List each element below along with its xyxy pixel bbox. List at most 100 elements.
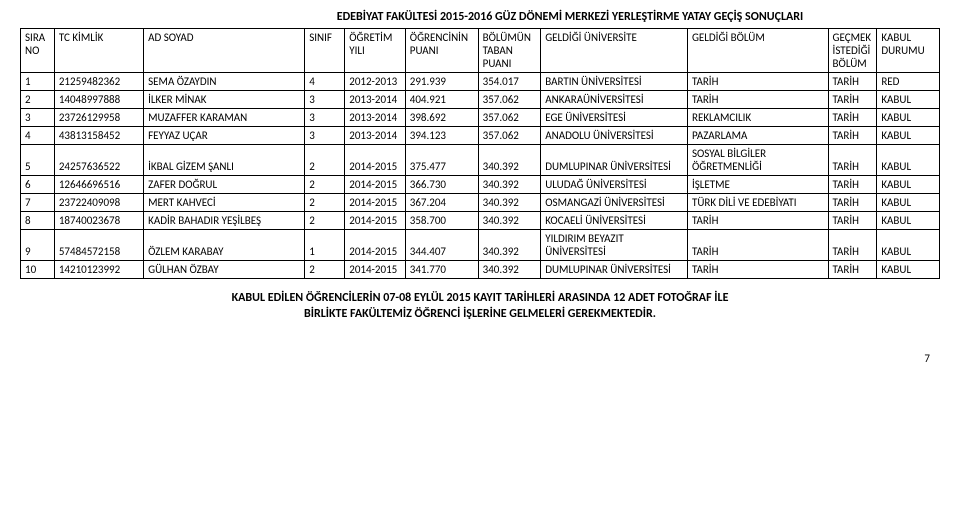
table-row: 214048997888İLKER MİNAK32013-2014404.921… (21, 91, 940, 109)
cell-sinif: 3 (305, 91, 345, 109)
cell-isted: TARİH (828, 194, 877, 212)
cell-univ: ULUDAĞ ÜNİVERSİTESİ (541, 176, 688, 194)
cell-sinif: 2 (305, 194, 345, 212)
cell-bolum: İŞLETME (687, 176, 828, 194)
cell-sinif: 2 (305, 212, 345, 230)
cell-bolum: SOSYAL BİLGİLER ÖĞRETMENLİĞİ (687, 145, 828, 176)
cell-ogr: 394.123 (405, 127, 478, 145)
cell-yil: 2014-2015 (345, 212, 406, 230)
cell-ad: ZAFER DOĞRUL (144, 176, 305, 194)
cell-no: 7 (21, 194, 55, 212)
cell-isted: TARİH (828, 212, 877, 230)
cell-ad: İKBAL GİZEM ŞANLI (144, 145, 305, 176)
cell-sinif: 2 (305, 145, 345, 176)
cell-bolum: TARİH (687, 212, 828, 230)
hdr-gecmek-istedigi-bolum: GEÇMEK İSTEDİĞİ BÖLÜM (828, 29, 877, 73)
cell-no: 5 (21, 145, 55, 176)
cell-univ: BARTIN ÜNİVERSİTESİ (541, 73, 688, 91)
cell-tc: 14048997888 (54, 91, 143, 109)
cell-durum: KABUL (877, 212, 940, 230)
cell-durum: KABUL (877, 145, 940, 176)
cell-ad: MUZAFFER KARAMAN (144, 109, 305, 127)
cell-univ: OSMANGAZİ ÜNİVERSİTESİ (541, 194, 688, 212)
cell-no: 10 (21, 261, 55, 279)
cell-isted: TARİH (828, 230, 877, 261)
cell-yil: 2014-2015 (345, 230, 406, 261)
cell-no: 1 (21, 73, 55, 91)
cell-univ: DUMLUPINAR ÜNİVERSİTESİ (541, 261, 688, 279)
cell-ad: SEMA ÖZAYDIN (144, 73, 305, 91)
cell-ogr: 375.477 (405, 145, 478, 176)
cell-tc: 57484572158 (54, 230, 143, 261)
hdr-ogrencinin-puani: ÖĞRENCİNİN PUANI (405, 29, 478, 73)
cell-no: 9 (21, 230, 55, 261)
cell-yil: 2014-2015 (345, 176, 406, 194)
cell-isted: TARİH (828, 145, 877, 176)
cell-durum: KABUL (877, 176, 940, 194)
cell-univ: ANKARAÜNİVERSİTESİ (541, 91, 688, 109)
hdr-geldigi-universite: GELDİĞİ ÜNİVERSİTE (541, 29, 688, 73)
cell-yil: 2012-2013 (345, 73, 406, 91)
cell-ogr: 366.730 (405, 176, 478, 194)
cell-isted: TARİH (828, 261, 877, 279)
cell-isted: TARİH (828, 91, 877, 109)
cell-yil: 2014-2015 (345, 145, 406, 176)
cell-ogr: 398.692 (405, 109, 478, 127)
hdr-ad-soyad: AD SOYAD (144, 29, 305, 73)
cell-bolum: REKLAMCILIK (687, 109, 828, 127)
cell-univ: DUMLUPINAR ÜNİVERSİTESİ (541, 145, 688, 176)
cell-tc: 14210123992 (54, 261, 143, 279)
cell-taban: 340.392 (478, 145, 541, 176)
cell-no: 8 (21, 212, 55, 230)
cell-taban: 357.062 (478, 109, 541, 127)
footnote: KABUL EDİLEN ÖĞRENCİLERİN 07-08 EYLÜL 20… (20, 291, 940, 322)
header-row: SIRA NO TC KİMLİK AD SOYAD SINIF ÖĞRETİM… (21, 29, 940, 73)
cell-taban: 340.392 (478, 212, 541, 230)
cell-bolum: TARİH (687, 73, 828, 91)
cell-ogr: 358.700 (405, 212, 478, 230)
page-number: 7 (20, 352, 940, 365)
cell-ad: GÜLHAN ÖZBAY (144, 261, 305, 279)
cell-ogr: 291.939 (405, 73, 478, 91)
cell-no: 4 (21, 127, 55, 145)
cell-durum: KABUL (877, 127, 940, 145)
cell-durum: KABUL (877, 230, 940, 261)
cell-ad: MERT KAHVECİ (144, 194, 305, 212)
cell-bolum: TARİH (687, 261, 828, 279)
page-title: EDEBİYAT FAKÜLTESİ 2015-2016 GÜZ DÖNEMİ … (200, 10, 940, 24)
cell-tc: 21259482362 (54, 73, 143, 91)
cell-isted: TARİH (828, 176, 877, 194)
cell-isted: TARİH (828, 73, 877, 91)
cell-tc: 23726129958 (54, 109, 143, 127)
cell-ogr: 344.407 (405, 230, 478, 261)
cell-yil: 2014-2015 (345, 261, 406, 279)
cell-isted: TARİH (828, 127, 877, 145)
footnote-line1: KABUL EDİLEN ÖĞRENCİLERİN 07-08 EYLÜL 20… (232, 291, 729, 305)
cell-no: 3 (21, 109, 55, 127)
cell-bolum: PAZARLAMA (687, 127, 828, 145)
table-row: 957484572158ÖZLEM KARABAY12014-2015344.4… (21, 230, 940, 261)
cell-durum: KABUL (877, 194, 940, 212)
cell-tc: 18740023678 (54, 212, 143, 230)
cell-sinif: 3 (305, 109, 345, 127)
cell-yil: 2013-2014 (345, 109, 406, 127)
cell-sinif: 3 (305, 127, 345, 145)
cell-durum: RED (877, 73, 940, 91)
cell-sinif: 2 (305, 261, 345, 279)
cell-sinif: 1 (305, 230, 345, 261)
hdr-bolumun-taban-puani: BÖLÜMÜN TABAN PUANI (478, 29, 541, 73)
cell-ad: FEYYAZ UÇAR (144, 127, 305, 145)
cell-sinif: 4 (305, 73, 345, 91)
cell-durum: KABUL (877, 91, 940, 109)
table-row: 524257636522İKBAL GİZEM ŞANLI22014-20153… (21, 145, 940, 176)
cell-ad: İLKER MİNAK (144, 91, 305, 109)
hdr-sira-no: SIRA NO (21, 29, 55, 73)
hdr-tc-kimlik: TC KİMLİK (54, 29, 143, 73)
cell-tc: 23722409098 (54, 194, 143, 212)
table-row: 723722409098MERT KAHVECİ22014-2015367.20… (21, 194, 940, 212)
results-table: SIRA NO TC KİMLİK AD SOYAD SINIF ÖĞRETİM… (20, 28, 940, 279)
cell-sinif: 2 (305, 176, 345, 194)
cell-univ: KOCAELİ ÜNİVERSİTESİ (541, 212, 688, 230)
cell-no: 2 (21, 91, 55, 109)
cell-bolum: TARİH (687, 230, 828, 261)
